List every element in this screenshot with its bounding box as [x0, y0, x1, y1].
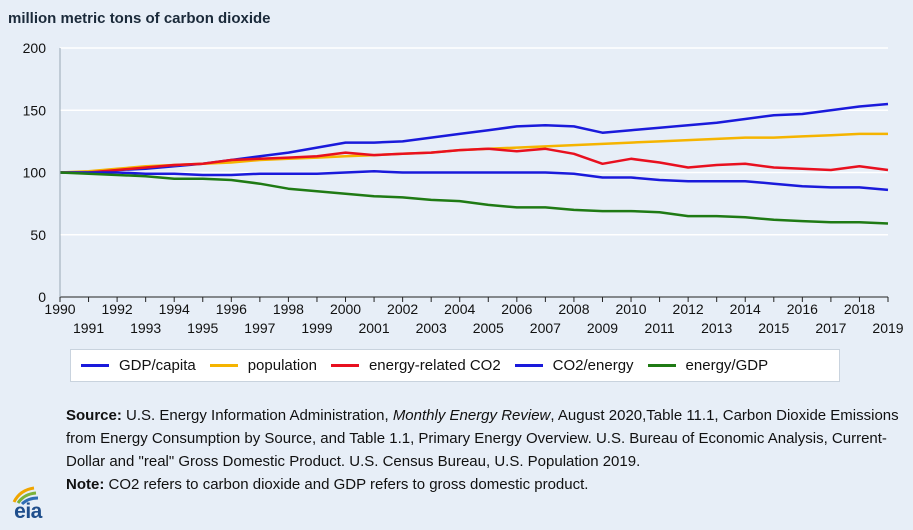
legend-swatch: [647, 364, 676, 367]
x-tick-label: 2002: [387, 301, 418, 317]
legend-item: CO2/energy: [514, 357, 634, 374]
y-tick-label: 50: [30, 227, 46, 243]
series-lines: [59, 102, 889, 225]
source-text: Source: U.S. Energy Information Administ…: [66, 407, 899, 470]
y-tick-label: 100: [23, 165, 47, 181]
legend-swatch: [209, 364, 238, 367]
x-tick-label: 1996: [216, 301, 247, 317]
x-tick-label: 2012: [673, 301, 704, 317]
y-tick-label: 150: [23, 102, 47, 118]
x-tick-label: 2009: [587, 320, 618, 336]
gridlines: [60, 47, 888, 236]
x-tick-label: 2014: [730, 301, 761, 317]
x-tick-label: 2010: [615, 301, 646, 317]
source-notes: Source: U.S. Energy Information Administ…: [66, 404, 906, 496]
x-axis: 1990 1992 1994 1996 1998 2000 2002 2004 2006 2008…: [44, 48, 904, 336]
x-tick-label: 2008: [558, 301, 589, 317]
x-tick-label: 2018: [844, 301, 875, 317]
y-tick-label: 0: [38, 289, 46, 305]
x-tick-label: 1993: [130, 320, 161, 336]
legend-label: GDP/capita: [119, 357, 196, 374]
legend-swatch: [81, 364, 109, 367]
logo-swoosh-icon: [12, 486, 39, 506]
note-text: Note: CO2 refers to carbon dioxide and G…: [66, 476, 589, 493]
legend-item: energy-related CO2: [330, 357, 501, 374]
legend-item: population: [209, 357, 317, 374]
x-tick-label: 2007: [530, 320, 561, 336]
x-tick-label: 2016: [787, 301, 818, 317]
x-tick-label: 2006: [501, 301, 532, 317]
x-tick-label: 1997: [244, 320, 275, 336]
x-tick-label: 2011: [645, 320, 675, 336]
legend-label: energy-related CO2: [368, 357, 501, 374]
logo-text: eia: [14, 500, 42, 523]
eia-logo: eia: [4, 484, 48, 526]
series-line-energy-related-co2: [60, 147, 889, 174]
x-tick-label: 2005: [473, 320, 504, 336]
series-line-energy-gdp: [59, 171, 889, 225]
legend-swatch: [330, 364, 359, 367]
y-tick-label: 200: [23, 40, 47, 56]
y-axis-label: million metric tons of carbon dioxide: [8, 10, 271, 27]
legend-label: CO2/energy: [552, 357, 634, 374]
x-tick-label: 2015: [758, 320, 789, 336]
x-tick-label: 2013: [701, 320, 732, 336]
series-line-co2-energy: [60, 170, 889, 192]
x-tick-label: 2019: [872, 320, 903, 336]
legend-label: energy/GDP: [685, 357, 769, 374]
x-tick-label: 1998: [273, 301, 304, 317]
legend-swatch: [514, 364, 543, 367]
x-tick-label: 2003: [416, 320, 447, 336]
x-tick-label: 2004: [444, 301, 475, 317]
x-tick-label: 2017: [815, 320, 846, 336]
x-tick-label: 1991: [73, 320, 104, 336]
line-chart: 0 50 100 150 200 1990 1992 1994 1996 1998 2000 200…: [23, 40, 904, 336]
legend: GDP/capita population energy-related CO2 CO…: [70, 349, 840, 382]
x-tick-label: 1990: [44, 301, 75, 317]
legend-label: population: [247, 357, 317, 374]
x-tick-label: 1999: [301, 320, 332, 336]
legend-item: GDP/capita: [81, 357, 196, 374]
x-tick-label: 2001: [358, 320, 389, 336]
x-tick-label: 2000: [330, 301, 361, 317]
x-tick-label: 1992: [102, 301, 133, 317]
x-tick-label: 1995: [187, 320, 218, 336]
x-tick-label: 1994: [159, 301, 190, 317]
legend-item: energy/GDP: [647, 357, 769, 374]
y-tick-labels: 0 50 100 150 200: [23, 40, 47, 305]
